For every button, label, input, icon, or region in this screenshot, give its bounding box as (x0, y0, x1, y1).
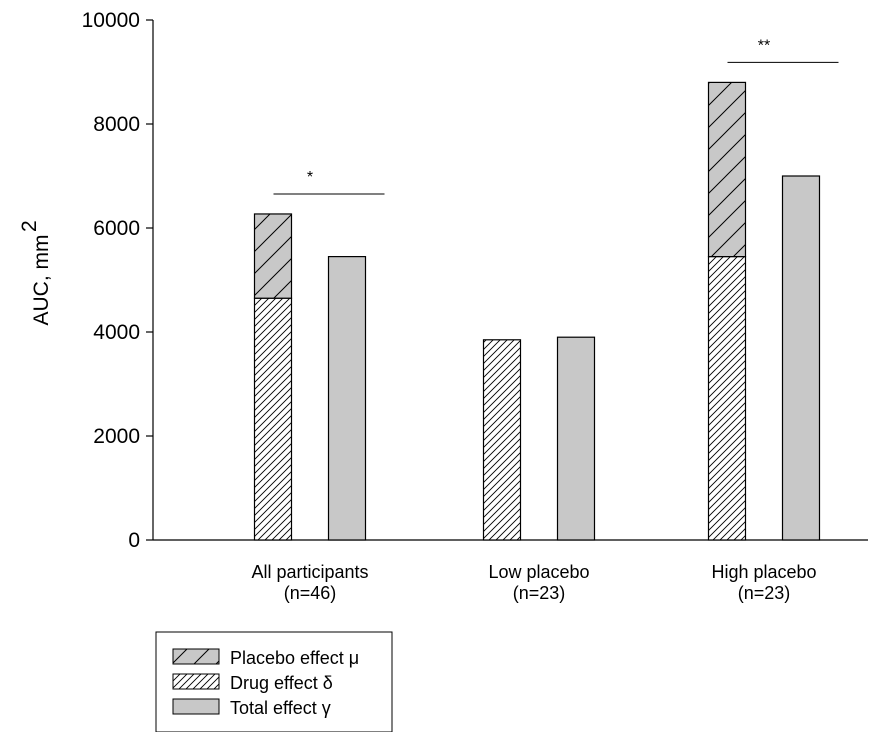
y-tick-label: 4000 (93, 321, 140, 344)
x-tick-sublabel: (n=23) (513, 583, 566, 603)
y-axis-label: AUC, mm (30, 235, 53, 326)
x-tick-label: Low placebo (488, 562, 589, 582)
significance-markers: *** (273, 37, 839, 195)
x-tick-label: All participants (251, 562, 368, 582)
legend-label: Total effect γ (230, 698, 331, 718)
bar-drug-effect (482, 339, 522, 541)
bar-drug-effect (253, 297, 293, 541)
y-tick-label: 0 (128, 529, 140, 552)
bar-placebo-effect (707, 81, 747, 258)
legend: Placebo effect μ Drug effect δ Total effec… (155, 631, 393, 732)
legend-label: Placebo effect μ (230, 648, 359, 668)
legend-swatch (172, 698, 220, 715)
legend-swatch (172, 673, 220, 690)
x-tick-label: High placebo (711, 562, 816, 582)
x-tick-labels: All participants(n=46)Low placebo(n=23)H… (251, 562, 816, 603)
significance-label: ** (758, 37, 770, 54)
y-tick-label: 6000 (93, 217, 140, 240)
y-axis-title: AUC, mm 2 (18, 220, 53, 325)
legend-swatch (172, 648, 220, 665)
bar-total-effect (556, 336, 596, 541)
y-axis: 0 2000 4000 6000 8000 10000 (82, 9, 154, 552)
x-tick-sublabel: (n=46) (284, 583, 337, 603)
y-tick-label: 2000 (93, 425, 140, 448)
legend-label: Drug effect δ (230, 673, 333, 693)
y-tick-label: 8000 (93, 113, 140, 136)
x-tick-sublabel: (n=23) (738, 583, 791, 603)
bar-drug-effect (707, 256, 747, 541)
y-tick-label: 10000 (82, 9, 140, 32)
bar-total-effect (327, 256, 367, 541)
bar-total-effect (781, 175, 821, 541)
bars (253, 81, 821, 541)
bar-placebo-effect (253, 213, 293, 299)
y-axis-label-superscript: 2 (18, 220, 41, 232)
significance-label: * (307, 169, 313, 186)
